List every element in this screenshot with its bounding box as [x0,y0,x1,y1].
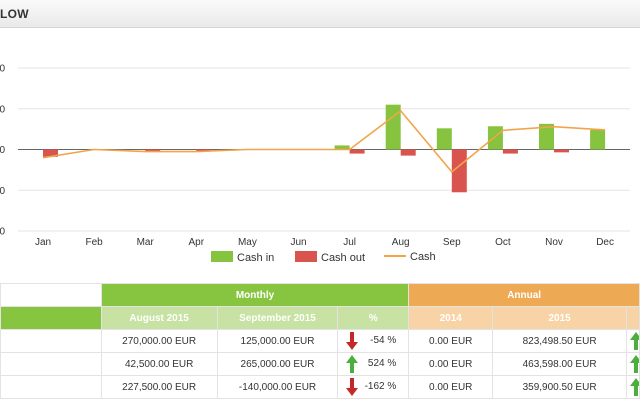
bar-cash-out [502,149,518,154]
column-header-label [0,306,102,330]
col-august-2015[interactable]: August 2015 [100,306,218,330]
arrow-up-icon [629,378,639,398]
line-cash [42,109,606,174]
table-group-header-row: Monthly Annual [0,283,640,307]
arrow-up-icon [629,332,639,352]
group-monthly: Monthly [100,283,410,307]
y-tick-label: 0 [0,104,5,115]
cell-2014: 0.00 EUR [408,329,494,353]
row-label [0,375,102,399]
chart-svg: 0 0 0 0 0 Jan Feb Mar Apr May Jun Jul Aug Sep Oct Nov De… [0,64,630,248]
cell-tail [625,352,640,376]
group-annual: Annual [408,283,640,307]
x-tick-label: Nov [545,237,563,248]
bar-cash-in [334,145,350,150]
arrow-down-icon [346,378,359,398]
arrow-up-icon [346,355,359,375]
y-tick-label: 0 [0,186,5,197]
bar-cash-out [196,149,212,152]
bar-cash-out [400,149,416,156]
x-tick-label: Jan [35,237,51,248]
cell-tail [625,375,640,399]
y-tick-label: 0 [0,145,5,156]
bar-cash-out [145,149,161,152]
table-column-header-row: August 2015 September 2015 % 2014 2015 [0,306,640,330]
table-row: 270,000.00 EUR 125,000.00 EUR -54 % 0.00… [0,329,640,353]
legend-cash-out-label: Cash out [321,252,366,264]
x-tick-label: May [238,237,257,248]
cell-percent: 524 % [337,352,410,376]
arrow-down-icon [346,332,359,352]
cell-september: -140,000.00 EUR [216,375,339,399]
cell-2014: 0.00 EUR [408,375,494,399]
x-tick-label: Jun [290,237,306,248]
cell-september: 125,000.00 EUR [216,329,339,353]
group-header-spacer [0,283,102,307]
cell-august: 270,000.00 EUR [100,329,218,353]
y-tick-label: 0 [0,64,5,75]
bar-cash-in [436,128,452,150]
cell-percent: -54 % [337,329,410,353]
col-2015[interactable]: 2015 [492,306,627,330]
x-tick-label: Apr [189,237,205,248]
panel-header: LOW [0,0,640,28]
cell-percent: -162 % [337,375,410,399]
cell-tail [625,329,640,353]
cell-2015: 463,598.00 EUR [492,352,627,376]
table-row: 227,500.00 EUR -140,000.00 EUR -162 % 0.… [0,375,640,399]
cell-september: 265,000.00 EUR [216,352,339,376]
x-tick-label: Mar [137,237,155,248]
x-tick-label: Jul [343,237,356,248]
col-september-2015[interactable]: September 2015 [216,306,339,330]
percent-value: -162 % [364,381,397,392]
cell-2015: 823,498.50 EUR [492,329,627,353]
x-tick-label: Aug [392,237,410,248]
cell-august: 42,500.00 EUR [100,352,218,376]
percent-value: 524 % [367,358,397,369]
cell-august: 227,500.00 EUR [100,375,218,399]
row-label [0,352,102,376]
legend-cash-in-swatch [211,251,233,262]
legend-cash-out[interactable]: Cash out [295,251,365,264]
legend-cash[interactable]: Cash [384,251,436,263]
bar-cash-out [554,149,569,153]
cell-2014: 0.00 EUR [408,352,494,376]
x-tick-label: Feb [85,237,103,248]
col-tail [625,306,640,330]
legend-cash-in[interactable]: Cash in [211,251,274,264]
panel-title: LOW [0,7,29,21]
bar-cash-in [487,126,503,150]
bar-cash-in [590,129,606,150]
col-percent[interactable]: % [337,306,410,330]
legend-cash-out-swatch [295,251,317,262]
percent-value: -54 % [370,335,397,346]
x-tick-label: Sep [443,237,461,248]
summary-table: Monthly Annual August 2015 September 201… [0,283,640,399]
cashflow-chart: 0 0 0 0 0 Jan Feb Mar Apr May Jun Jul Aug Sep Oct Nov De… [0,27,640,272]
legend-cash-label: Cash [410,251,436,263]
y-tick-label: 0 [0,227,5,238]
bar-cash-in [385,104,401,150]
x-tick-label: Oct [495,237,511,248]
legend-cash-in-label: Cash in [237,252,275,264]
row-label [0,329,102,353]
bar-cash-out [349,149,365,154]
x-tick-label: Dec [596,237,614,248]
cell-2015: 359,900.50 EUR [492,375,627,399]
bar-cash-out [43,149,58,157]
arrow-up-icon [629,355,639,375]
bar-cash-in [539,123,554,150]
table-row: 42,500.00 EUR 265,000.00 EUR 524 % 0.00 … [0,352,640,376]
bar-cash-out [451,149,467,193]
col-2014[interactable]: 2014 [408,306,494,330]
legend-cash-swatch [384,255,406,257]
